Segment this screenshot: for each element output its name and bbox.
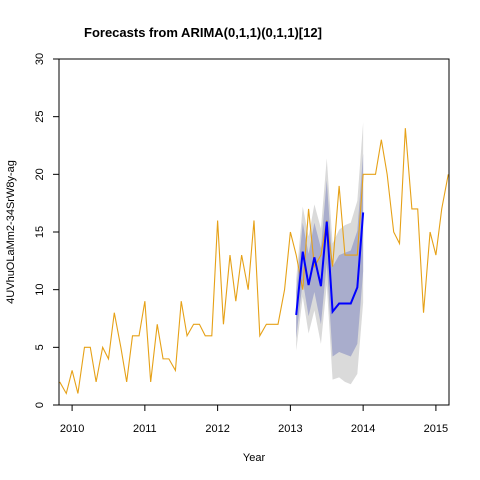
x-tick-label: 2010: [60, 423, 84, 435]
y-tick-label: 15: [34, 226, 46, 238]
y-tick-label: 20: [34, 168, 46, 180]
y-tick-label: 0: [34, 402, 46, 408]
y-axis: 0 5 10 15 20 25 30: [34, 53, 59, 408]
chart-title: Forecasts from ARIMA(0,1,1)(0,1,1)[12]: [84, 25, 322, 40]
y-tick-label: 30: [34, 53, 46, 65]
y-axis-label: 4UVhuOLaMm2-34SrW8y-ag: [5, 160, 17, 304]
x-tick-label: 2012: [205, 423, 229, 435]
y-tick-label: 5: [34, 344, 46, 350]
x-tick-label: 2014: [351, 423, 375, 435]
x-tick-label: 2013: [278, 423, 302, 435]
y-tick-label: 10: [34, 284, 46, 296]
series-lines: [59, 128, 449, 395]
x-axis: 2010 2011 2012 2013 2014 2015: [60, 405, 448, 435]
x-tick-label: 2015: [424, 423, 448, 435]
x-axis-label: Year: [243, 452, 266, 464]
plot-frame: [58, 58, 450, 406]
y-tick-label: 25: [34, 111, 46, 123]
x-tick-label: 2011: [133, 423, 157, 435]
history-line: [59, 128, 449, 395]
forecast-line: [295, 212, 365, 316]
